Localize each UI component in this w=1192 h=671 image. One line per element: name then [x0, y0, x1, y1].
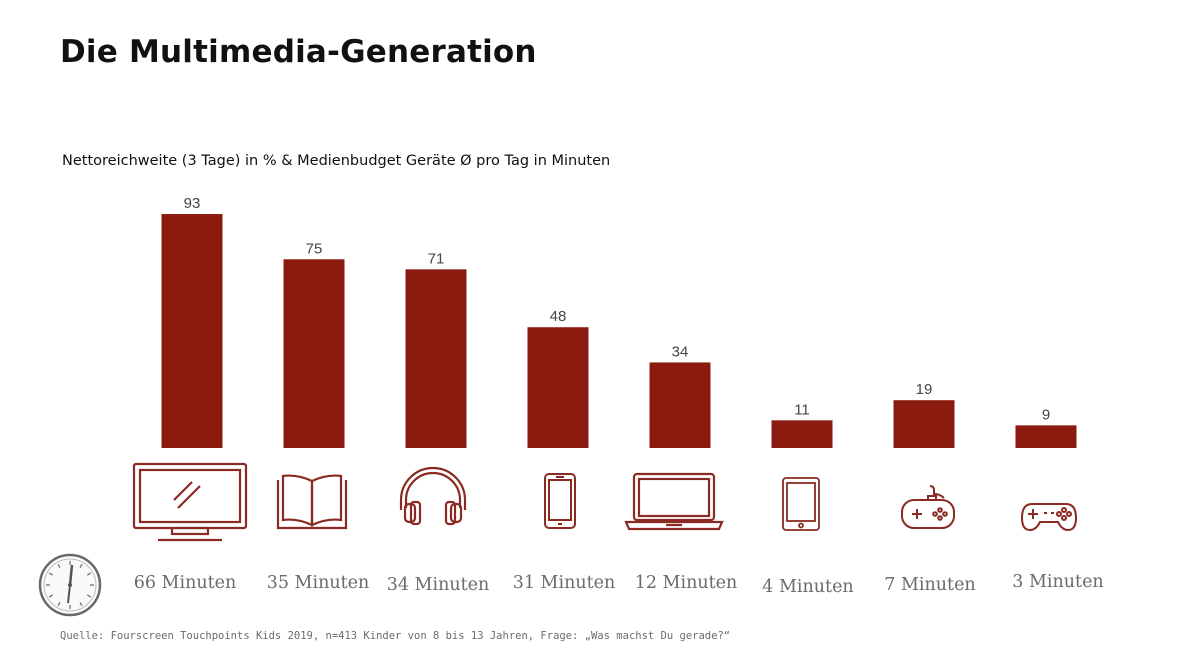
bar-3 — [527, 327, 589, 448]
clock-icon — [38, 553, 102, 617]
smartphone-icon — [544, 473, 576, 529]
bar-value-label: 75 — [306, 240, 323, 257]
minutes-label: 4 Minuten — [762, 577, 854, 597]
page-title: Die Multimedia-Generation — [60, 34, 537, 70]
gamepad-icon — [1020, 503, 1078, 532]
minutes-label: 12 Minuten — [634, 573, 738, 593]
book-icon — [276, 474, 348, 530]
headphones-icon — [399, 466, 467, 526]
bar-value-label: 19 — [916, 381, 933, 398]
tablet-icon — [782, 477, 820, 531]
bar-1 — [283, 259, 345, 448]
bar-value-label: 48 — [550, 308, 567, 325]
source-note: Quelle: Fourscreen Touchpoints Kids 2019… — [60, 630, 731, 642]
minutes-label: 35 Minuten — [266, 573, 370, 593]
minutes-label: 66 Minuten — [133, 573, 237, 593]
bar-6 — [893, 400, 955, 448]
bar-2 — [405, 269, 467, 448]
laptop-icon — [624, 472, 724, 531]
minutes-label: 34 Minuten — [386, 575, 490, 595]
minutes-label: 7 Minuten — [884, 575, 976, 595]
bar-4 — [649, 362, 711, 448]
bar-value-label: 11 — [794, 401, 810, 418]
bar-0 — [161, 214, 223, 448]
bar-7 — [1015, 425, 1077, 448]
bar-5 — [771, 420, 833, 448]
chart-subtitle: Nettoreichweite (3 Tage) in % & Medienbu… — [62, 153, 611, 169]
bar-value-label: 34 — [672, 343, 689, 360]
bar-value-label: 71 — [428, 250, 445, 267]
minutes-label: 3 Minuten — [1012, 572, 1104, 592]
bar-value-label: 93 — [184, 195, 201, 212]
bar-value-label: 9 — [1042, 406, 1050, 423]
handheld-console-icon — [901, 485, 955, 529]
minutes-label: 31 Minuten — [512, 573, 616, 593]
tv-icon — [132, 462, 248, 542]
